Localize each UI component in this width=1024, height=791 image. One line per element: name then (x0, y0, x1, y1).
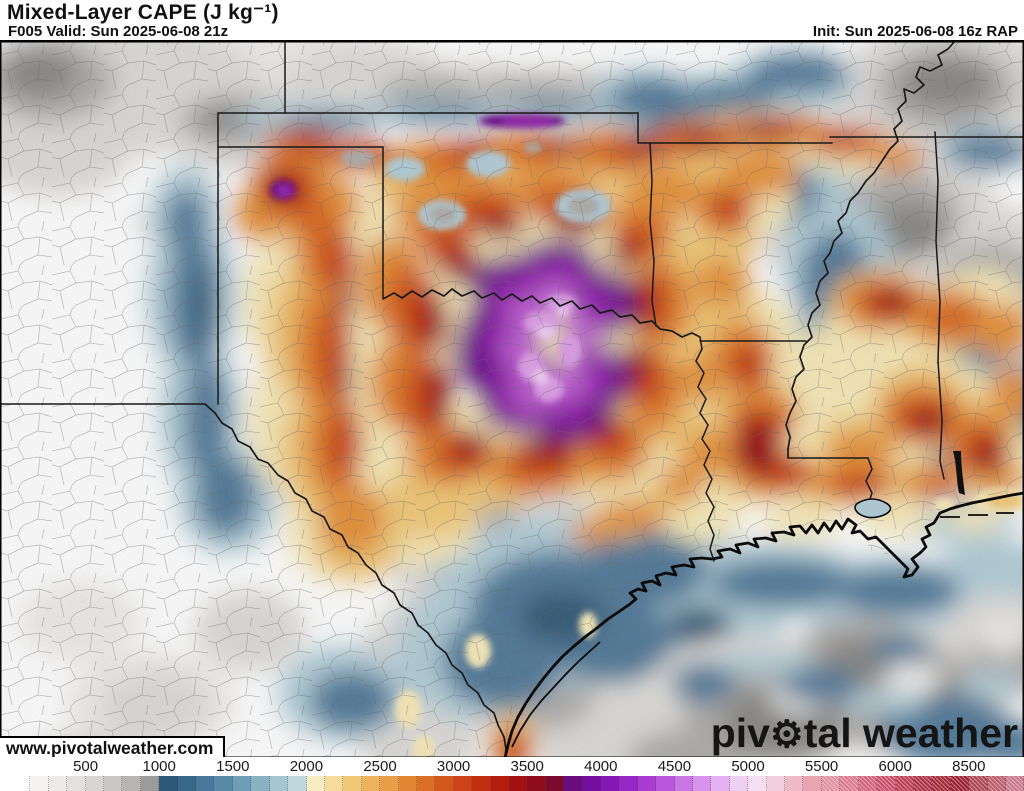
colorbar-segment (969, 776, 988, 791)
colorbar-segment (858, 776, 878, 791)
colorbar-lead (0, 776, 12, 791)
header-bar: Mixed-Layer CAPE (J kg⁻¹) F005 Valid: Su… (0, 0, 1024, 40)
colorbar-tick-label: 6000 (878, 758, 912, 775)
colorbar-tick-label: 500 (73, 758, 99, 775)
colorbar-tick-label: 4500 (657, 758, 692, 775)
colorbar-segment (637, 776, 657, 791)
colorbar (0, 776, 1024, 791)
colorbar-tick-label: 1000 (142, 758, 176, 775)
colorbar-segment (214, 776, 233, 791)
colorbar-segment (435, 776, 454, 791)
colorbar-segment (766, 776, 786, 791)
colorbar-segment (932, 776, 951, 791)
colorbar-segment (232, 776, 252, 791)
colorbar-segment (122, 776, 141, 791)
colorbar-segment (490, 776, 509, 791)
colorbar-segment (306, 776, 325, 791)
colorbar-segment (196, 776, 215, 791)
valid-time-label: F005 Valid: Sun 2025-06-08 21z (8, 23, 229, 40)
colorbar-segment (380, 776, 399, 791)
cape-map (0, 40, 1024, 758)
colorbar-tick-label: 3500 (510, 758, 544, 775)
colorbar-segment (693, 776, 712, 791)
colorbar-segment (821, 776, 841, 791)
colorbar-segment (398, 776, 417, 791)
colorbar-segment (527, 776, 546, 791)
colorbar-segment (177, 776, 197, 791)
pivotal-weather-logo: piv⚙tal weather (711, 710, 1018, 757)
colorbar-segment (987, 776, 1006, 791)
colorbar-segment (582, 776, 601, 791)
colorbar-segment (545, 776, 565, 791)
colorbar-segment (67, 776, 86, 791)
colorbar-segment (803, 776, 822, 791)
colorbar-segment (12, 776, 31, 791)
logo-text-right: tal weather (803, 710, 1018, 756)
colorbar-segment (159, 776, 178, 791)
init-time-label: Init: Sun 2025-06-08 16z RAP (812, 23, 1018, 40)
colorbar-segment (140, 776, 160, 791)
colorbar-segment (711, 776, 730, 791)
colorbar-segment (674, 776, 694, 791)
colorbar-tick-label: 4000 (584, 758, 618, 775)
colorbar-segment (877, 776, 896, 791)
colorbar-segment (913, 776, 933, 791)
colorbar-segment (324, 776, 344, 791)
colorbar-segment (472, 776, 491, 791)
colorbar-segment (748, 776, 767, 791)
colorbar-segment (85, 776, 105, 791)
colorbar-segment (1005, 776, 1024, 791)
colorbar-segment (288, 776, 307, 791)
colorbar-segment (251, 776, 270, 791)
colorbar-segment (785, 776, 804, 791)
colorbar-segment (416, 776, 436, 791)
colorbar-segment (48, 776, 68, 791)
colorbar-segment (269, 776, 289, 791)
colorbar-tick-labels: 500 1000 1500 2000 2500 3000 3500 4000 4500 5000 5… (0, 757, 1024, 776)
colorbar-segment (619, 776, 638, 791)
colorbar-segment (361, 776, 381, 791)
cape-field-svg (0, 41, 1024, 758)
colorbar-tick-label: 2000 (289, 758, 324, 775)
colorbar-segment (508, 776, 528, 791)
logo-text-left: piv (710, 710, 770, 756)
colorbar-tick-label: 8500 (952, 758, 986, 775)
colorbar-segment (656, 776, 675, 791)
colorbar-segment (343, 776, 362, 791)
colorbar-segment (30, 776, 49, 791)
gear-icon: ⚙ (769, 713, 804, 755)
colorbar-segment (104, 776, 123, 791)
colorbar-segment (840, 776, 859, 791)
colorbar-segment (729, 776, 749, 791)
colorbar-tick-label: 5000 (731, 758, 765, 775)
colorbar-segment (895, 776, 914, 791)
colorbar-tick-label: 3000 (436, 758, 471, 775)
colorbar-tick-label: 2500 (363, 758, 397, 775)
colorbar-segment (950, 776, 970, 791)
grain-texture (0, 41, 1024, 758)
colorbar-tick-label: 1500 (216, 758, 250, 775)
colorbar-segment (601, 776, 620, 791)
map-title: Mixed-Layer CAPE (J kg⁻¹) (7, 1, 279, 24)
colorbar-segment (564, 776, 583, 791)
colorbar-segment (453, 776, 473, 791)
colorbar-tick-label: 5500 (804, 758, 839, 775)
